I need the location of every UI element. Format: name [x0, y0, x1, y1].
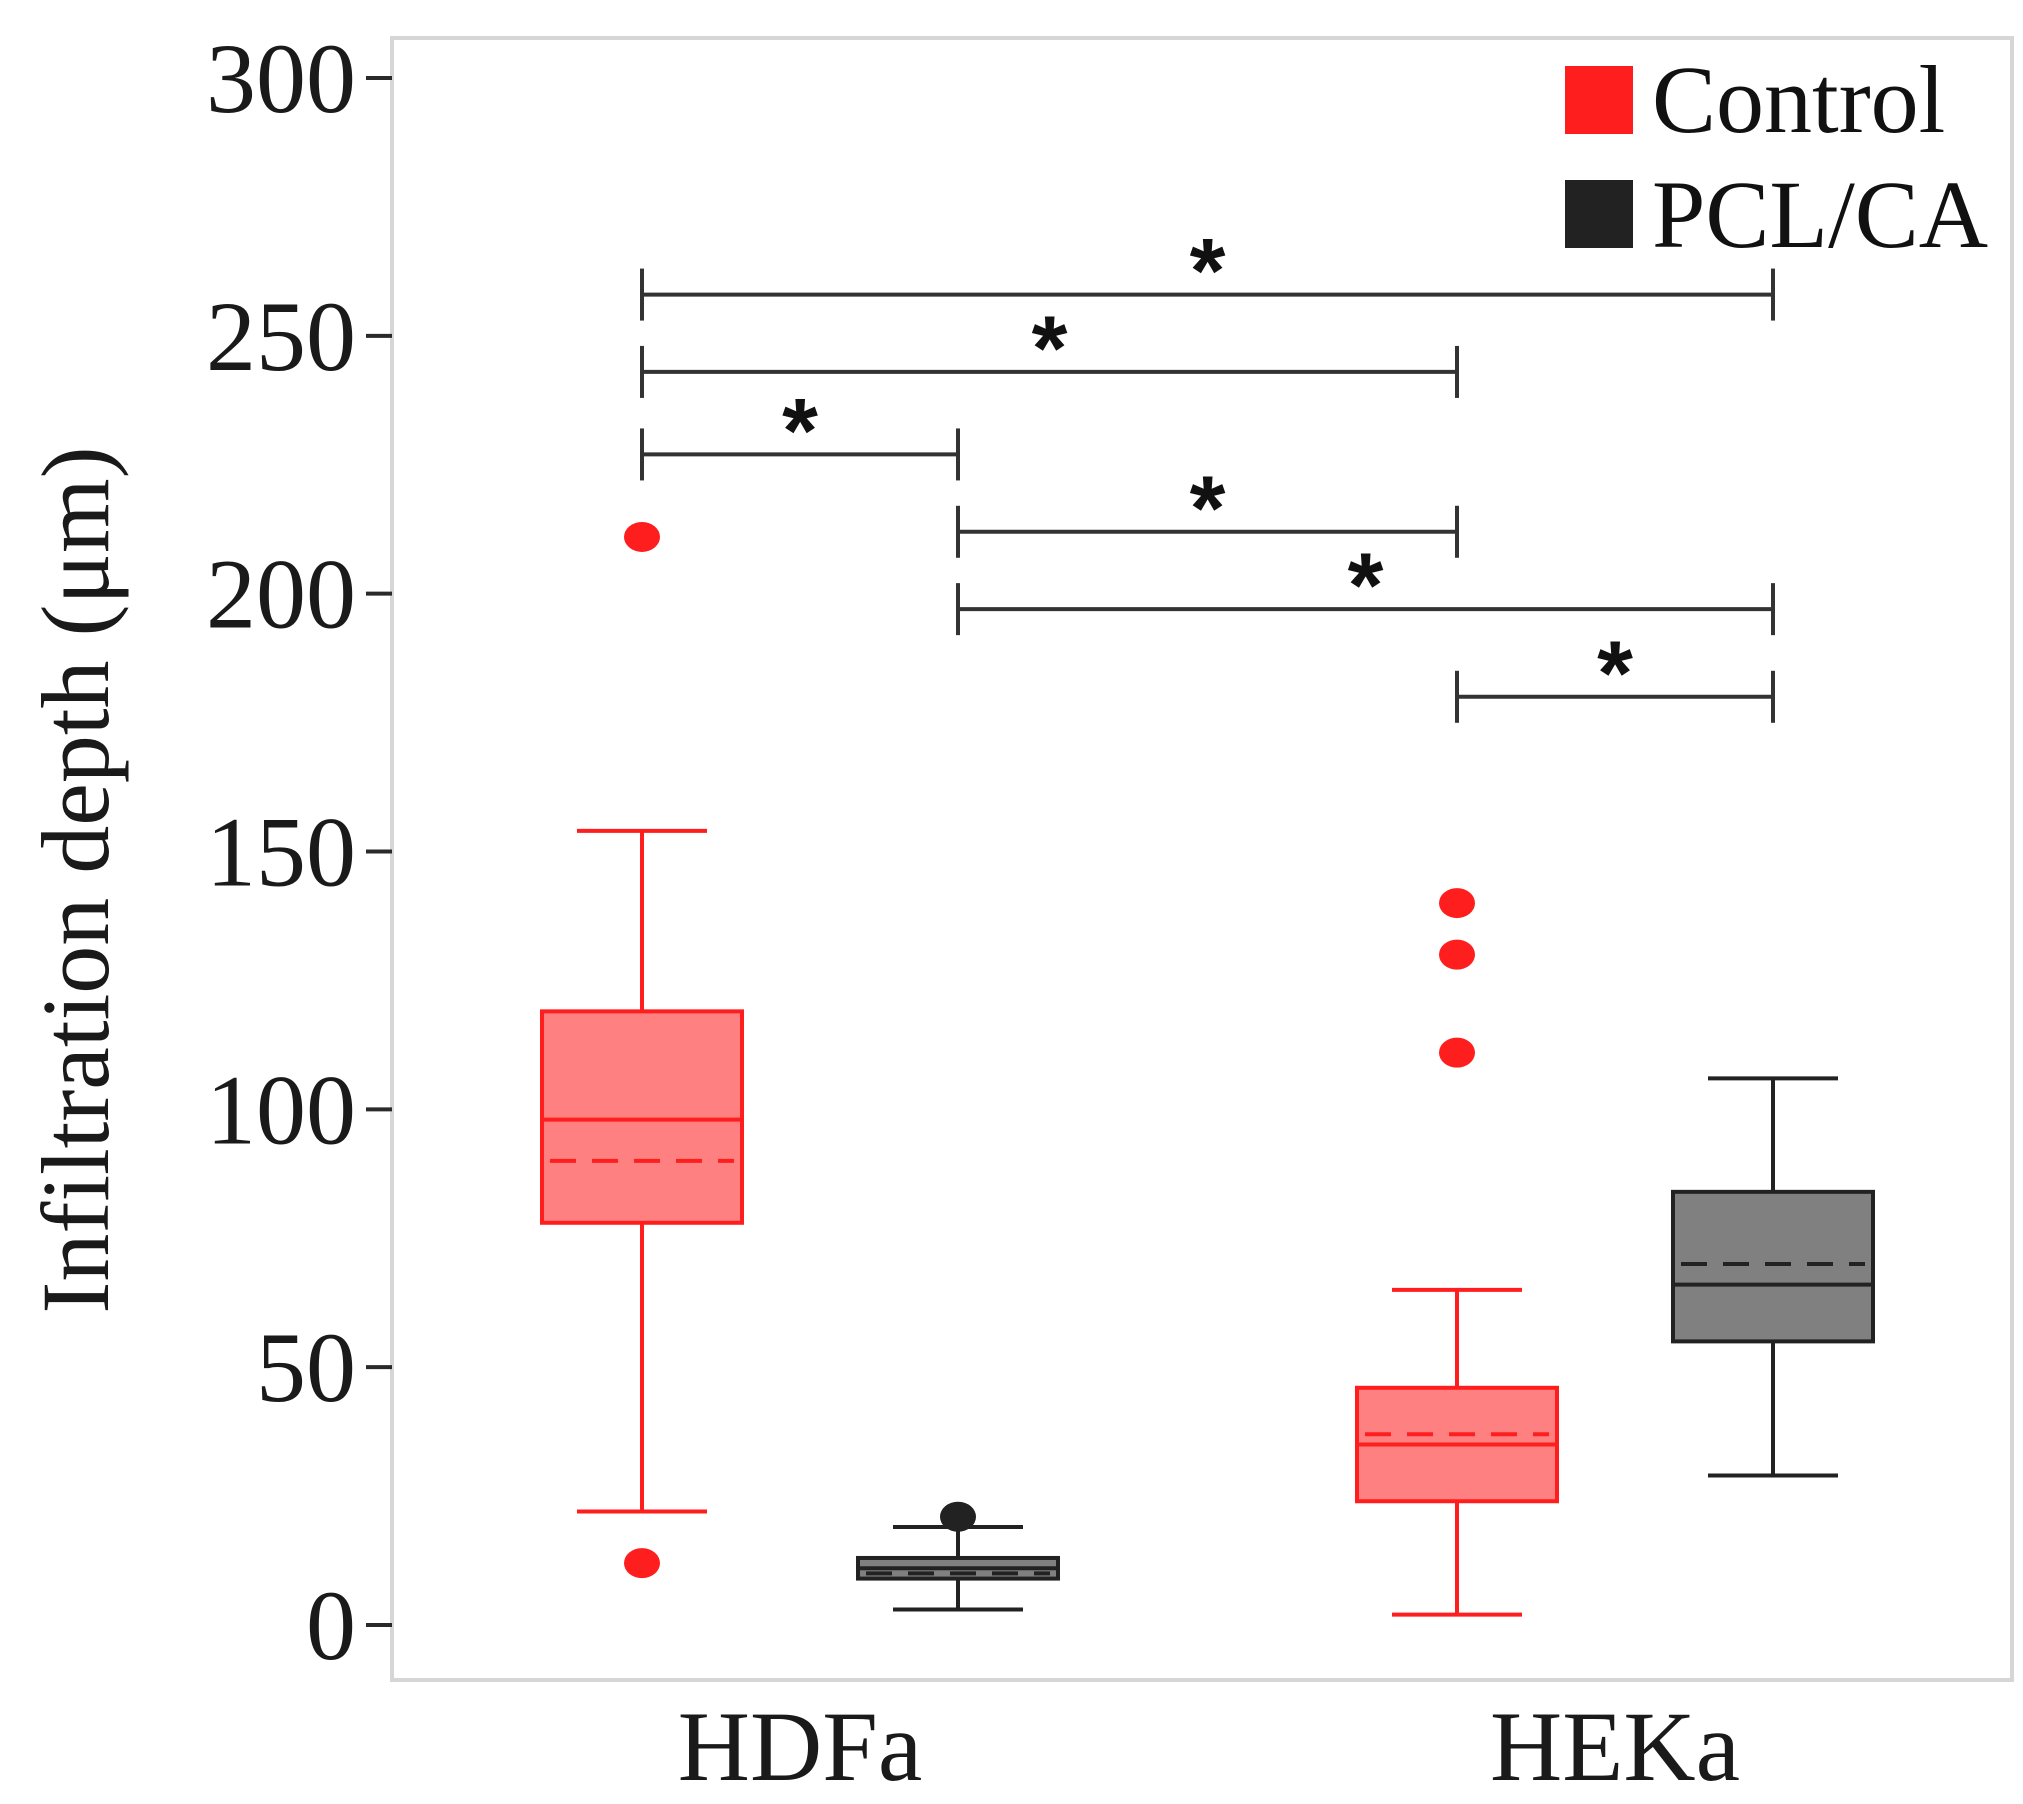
- legend-label-control: Control: [1652, 46, 1945, 153]
- outlier-hdfa-pcl-ca-0: [940, 1501, 976, 1532]
- outlier-hdfa-control-0: [624, 521, 660, 552]
- significance-label-3: *: [1190, 458, 1226, 560]
- box-hdfa-control: [540, 521, 744, 1579]
- x-tick-label-heka: HEKa: [1490, 1691, 1740, 1802]
- legend-swatch-control: [1565, 66, 1633, 134]
- y-axis-title: Infiltration depth (μm): [22, 446, 129, 1313]
- significance-bracket-5: *: [1455, 623, 1775, 725]
- significance-label-4: *: [1348, 535, 1384, 637]
- y-tick-label-100: 100: [206, 1054, 356, 1165]
- significance-bracket-2: *: [640, 380, 960, 482]
- box-heka-pcl-ca: [1671, 1076, 1875, 1478]
- significance-brackets: * * * * * *: [640, 221, 1775, 725]
- significance-bracket-3: *: [956, 458, 1459, 560]
- box-iqr-heka-pcl-ca: [1671, 1189, 1875, 1344]
- legend: Control PCL/CA: [1565, 46, 1988, 268]
- box-series: [540, 521, 1875, 1617]
- legend-label-pcl-ca: PCL/CA: [1652, 161, 1988, 268]
- x-tick-label-hdfa: HDFa: [678, 1691, 922, 1802]
- x-axis-labels: HDFa HEKa: [678, 1691, 1740, 1802]
- significance-bracket-1: *: [640, 298, 1459, 400]
- significance-label-5: *: [1597, 623, 1633, 725]
- y-tick-label-300: 300: [206, 23, 356, 134]
- significance-bracket-4: *: [956, 535, 1775, 637]
- outlier-heka-control-2: [1439, 1037, 1475, 1068]
- outlier-hdfa-control-1: [624, 1548, 660, 1579]
- y-tick-label-50: 50: [256, 1312, 356, 1423]
- outlier-heka-control-1: [1439, 939, 1475, 970]
- significance-bracket-0: *: [640, 221, 1775, 323]
- significance-label-0: *: [1190, 221, 1226, 323]
- y-tick-label-200: 200: [206, 539, 356, 650]
- legend-swatch-pcl-ca: [1565, 180, 1633, 248]
- significance-label-1: *: [1032, 298, 1068, 400]
- box-iqr-hdfa-control: [540, 1009, 744, 1225]
- box-heka-control: [1355, 888, 1559, 1617]
- y-axis: 0 50 100 150 200 250 300: [206, 23, 394, 1681]
- y-tick-label-0: 0: [306, 1570, 356, 1681]
- box-hdfa-pcl-ca: [856, 1501, 1060, 1612]
- y-tick-label-150: 150: [206, 797, 356, 908]
- significance-label-2: *: [782, 380, 818, 482]
- outlier-heka-control-0: [1439, 888, 1475, 919]
- y-tick-label-250: 250: [206, 281, 356, 392]
